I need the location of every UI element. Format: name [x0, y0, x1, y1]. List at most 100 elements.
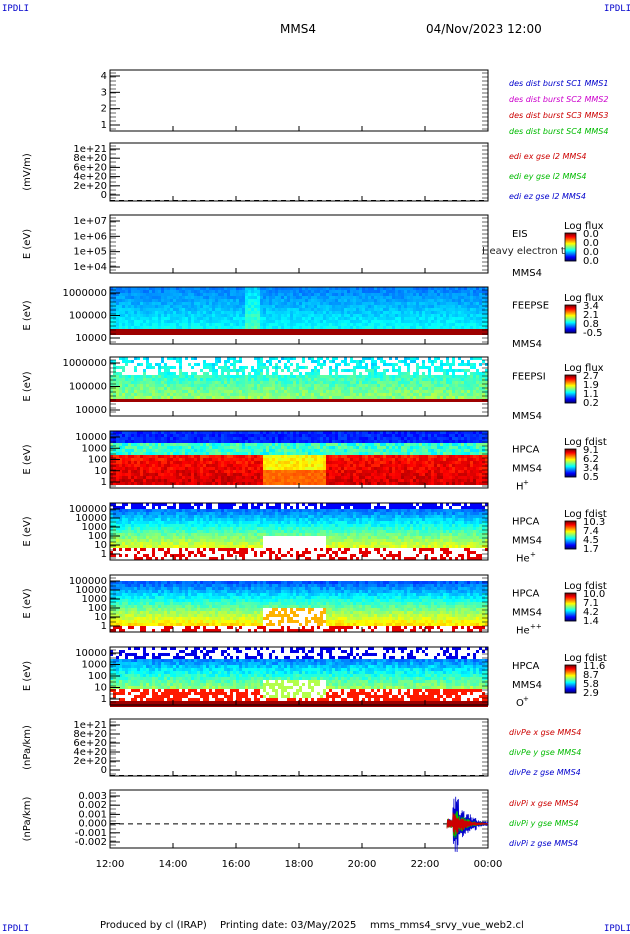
spectrogram-cell: [302, 332, 305, 335]
spectrogram-cell: [389, 449, 392, 452]
instrument-label: FEEPSI: [512, 371, 546, 382]
spectrogram-cell: [476, 326, 479, 329]
spectrogram-cell: [161, 452, 164, 455]
spectrogram-cell: [449, 314, 452, 317]
spectrogram-cell: [215, 393, 218, 396]
spectrogram-cell: [485, 332, 488, 335]
spectrogram-cell: [128, 329, 131, 332]
spectrogram-cell: [191, 452, 194, 455]
spectrogram-cell: [152, 446, 155, 449]
spectrogram-cell: [113, 390, 116, 393]
spectrogram-cell: [224, 302, 227, 305]
spectrogram-cell: [203, 372, 206, 375]
spectrogram-cell: [185, 287, 188, 290]
spectrogram-cell: [299, 293, 302, 296]
spectrogram-cell: [458, 440, 461, 443]
spectrogram-cell: [128, 384, 131, 387]
spectrogram-cell: [449, 396, 452, 399]
spectrogram-cell: [452, 287, 455, 290]
spectrogram-cell: [182, 332, 185, 335]
spectrogram-cell: [128, 396, 131, 399]
spectrogram-cell: [482, 314, 485, 317]
spectrogram-cell: [116, 449, 119, 452]
spectrogram-cell: [281, 329, 284, 332]
spectrogram-cell: [392, 308, 395, 311]
colorbar-cell: [565, 395, 576, 397]
spectrogram-cell: [284, 320, 287, 323]
spectrogram-cell: [281, 332, 284, 335]
spectrogram-cell: [155, 311, 158, 314]
spectrogram-cell: [320, 332, 323, 335]
spectrogram-cell: [443, 326, 446, 329]
spectrogram-cell: [215, 446, 218, 449]
spectrogram-cell: [407, 299, 410, 302]
spectrogram-cell: [197, 393, 200, 396]
spectrogram-cell: [416, 369, 419, 372]
spectrogram-cell: [446, 378, 449, 381]
spectrogram-cell: [344, 369, 347, 372]
spectrogram-cell: [485, 384, 488, 387]
spectrogram-cell: [341, 320, 344, 323]
spectrogram-cell: [359, 302, 362, 305]
spectrogram-cell: [290, 443, 293, 446]
spectrogram-cell: [383, 305, 386, 308]
spectrogram-cell: [374, 399, 377, 402]
spectrogram-cell: [140, 387, 143, 390]
spectrogram-cell: [377, 314, 380, 317]
spectrogram-cell: [371, 320, 374, 323]
colorbar-tick-label: 0.0: [583, 229, 599, 240]
spectrogram-cell: [335, 384, 338, 387]
spectrogram-cell: [377, 323, 380, 326]
spectrogram-cell: [437, 452, 440, 455]
legend-entry: des dist burst SC3 MMS3: [509, 111, 608, 120]
spectrogram-cell: [434, 366, 437, 369]
spectrogram-cell: [161, 329, 164, 332]
spectrogram-cell: [176, 305, 179, 308]
spectrogram-cell: [131, 296, 134, 299]
spectrogram-cell: [155, 384, 158, 387]
spectrogram-cell: [473, 323, 476, 326]
spectrogram-cell: [173, 314, 176, 317]
spectrogram-cell: [422, 396, 425, 399]
spectrogram-cell: [431, 314, 434, 317]
spectrogram-cell: [278, 446, 281, 449]
spectrogram-cell: [167, 320, 170, 323]
spectrogram-cell: [371, 455, 374, 458]
spectrogram-cell: [203, 299, 206, 302]
spectrogram-cell: [479, 449, 482, 452]
spectrogram-cell: [461, 369, 464, 372]
spectrogram-cell: [314, 311, 317, 314]
spectrogram-cell: [140, 296, 143, 299]
spectrogram-cell: [389, 393, 392, 396]
spectrogram-cell: [383, 381, 386, 384]
spectrogram-cell: [329, 299, 332, 302]
spectrogram-cell: [149, 296, 152, 299]
spectrogram-cell: [113, 369, 116, 372]
spectrogram-cell: [452, 311, 455, 314]
spectrogram-cell: [476, 369, 479, 372]
spectrogram-cell: [233, 452, 236, 455]
spectrogram-cell: [365, 366, 368, 369]
spectrogram-cell: [203, 317, 206, 320]
spectrogram-cell: [461, 323, 464, 326]
spectrogram-cell: [170, 299, 173, 302]
spectrogram-cell: [260, 314, 263, 317]
spectrogram-cell: [191, 384, 194, 387]
spectrogram-cell: [173, 449, 176, 452]
spectrogram-cell: [320, 296, 323, 299]
spectrogram-cell: [275, 384, 278, 387]
spectrogram-cell: [227, 287, 230, 290]
spectrogram-cell: [380, 360, 383, 363]
spectrogram-cell: [395, 332, 398, 335]
spectrogram-cell: [305, 366, 308, 369]
spectrogram-cell: [182, 311, 185, 314]
spectrogram-cell: [371, 329, 374, 332]
spectrogram-cell: [437, 369, 440, 372]
spectrogram-cell: [146, 443, 149, 446]
spectrogram-cell: [254, 299, 257, 302]
spectrogram-cell: [116, 317, 119, 320]
spectrogram-cell: [269, 437, 272, 440]
spectrogram-cell: [317, 393, 320, 396]
spectrogram-cell: [119, 302, 122, 305]
spectrogram-cell: [119, 372, 122, 375]
